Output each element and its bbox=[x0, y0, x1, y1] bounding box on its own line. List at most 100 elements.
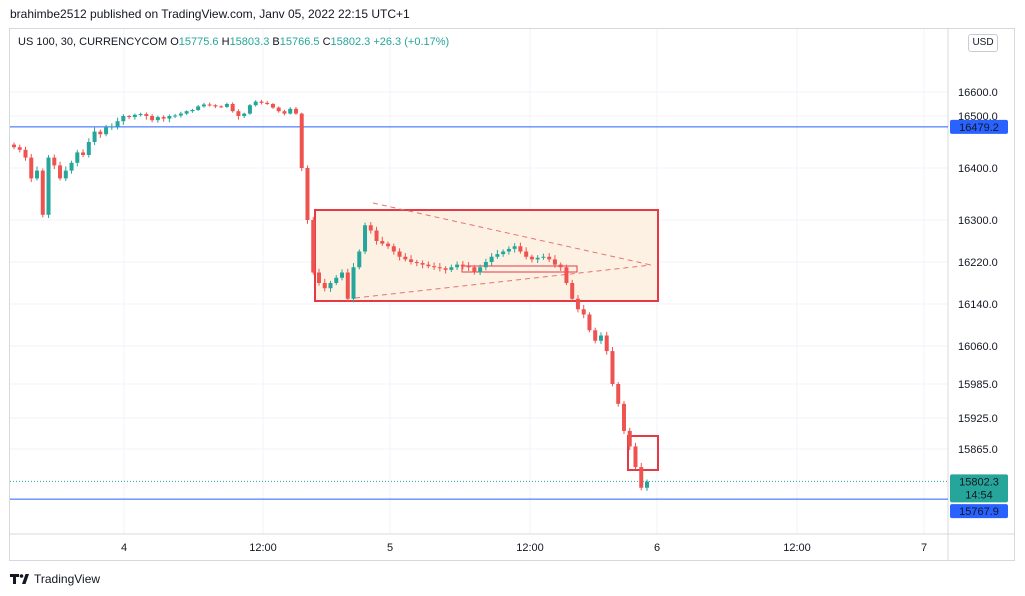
candle-body bbox=[621, 403, 626, 431]
candle-body bbox=[593, 330, 598, 341]
open-label: O bbox=[170, 36, 179, 48]
price-tick-label: 16600.0 bbox=[958, 87, 998, 99]
price-tick-label: 15925.0 bbox=[958, 413, 998, 425]
candle-body bbox=[52, 157, 57, 166]
candle-body bbox=[391, 246, 396, 252]
time-tick-label: 5 bbox=[387, 542, 393, 554]
candle-body bbox=[253, 101, 258, 106]
candle-body bbox=[127, 116, 132, 118]
candle-body bbox=[501, 251, 506, 255]
candle-body bbox=[409, 259, 414, 262]
candle-body bbox=[150, 116, 155, 121]
candle-body bbox=[645, 481, 649, 488]
time-tick-label: 7 bbox=[921, 542, 927, 554]
candle-body bbox=[345, 272, 350, 299]
time-tick-label: 12:00 bbox=[249, 542, 277, 554]
candle-body bbox=[420, 263, 425, 265]
candle-body bbox=[259, 101, 264, 103]
candle-body bbox=[483, 262, 488, 268]
top-bar: brahimbe2512 published on TradingView.co… bbox=[0, 0, 1025, 28]
level-price-label-bg bbox=[950, 504, 1008, 519]
candle-body bbox=[86, 142, 91, 155]
candle-body bbox=[552, 259, 557, 265]
candle-body bbox=[340, 272, 345, 278]
price-tick-label: 15985.0 bbox=[958, 379, 998, 391]
candle-body bbox=[29, 157, 34, 179]
close-value: 15802.3 bbox=[330, 36, 371, 48]
candle-body bbox=[426, 264, 431, 267]
candle-body bbox=[466, 266, 471, 268]
close-label: C bbox=[322, 36, 331, 48]
change-value: +26.3 (+0.17%) bbox=[373, 36, 450, 48]
footer-brand: TradingView bbox=[34, 572, 101, 586]
candle-body bbox=[288, 108, 293, 114]
candle-body bbox=[311, 220, 316, 273]
price-tick-label: 15865.0 bbox=[958, 444, 998, 456]
candle-body bbox=[495, 254, 500, 257]
target-box bbox=[627, 435, 659, 471]
candle-body bbox=[380, 241, 385, 244]
tradingview-logo-icon bbox=[10, 574, 29, 584]
currency-button[interactable]: USD bbox=[968, 34, 998, 52]
candle-body bbox=[190, 110, 195, 112]
candle-body bbox=[334, 277, 339, 283]
candle-body bbox=[363, 225, 368, 252]
time-tick-label: 4 bbox=[121, 542, 127, 554]
candle-body bbox=[196, 106, 201, 110]
level-price-label: 16479.2 bbox=[959, 122, 999, 134]
candle-body bbox=[230, 104, 235, 112]
symbol-legend: US 100, 30, CURRENCYCOM O15775.6 H15803.… bbox=[18, 36, 449, 48]
footer: TradingView bbox=[10, 571, 100, 587]
candle-body bbox=[121, 116, 126, 122]
level-price-label: 15767.9 bbox=[959, 506, 999, 518]
candle-body bbox=[633, 446, 638, 468]
candle-body bbox=[587, 314, 592, 331]
candle-body bbox=[75, 152, 80, 163]
price-tick-label: 16140.0 bbox=[958, 299, 998, 311]
candle-body bbox=[247, 105, 252, 114]
candle-body bbox=[282, 111, 287, 114]
candle-body bbox=[478, 267, 483, 273]
candle-body bbox=[443, 268, 448, 270]
candle-body bbox=[132, 114, 137, 118]
candle-body bbox=[35, 170, 40, 179]
inner-small-box bbox=[461, 265, 578, 273]
candle-body bbox=[610, 351, 615, 384]
candle-body bbox=[639, 467, 644, 488]
time-tick-label: 12:00 bbox=[783, 542, 811, 554]
candle-body bbox=[242, 113, 247, 116]
candle-body bbox=[604, 335, 609, 352]
symbol-name: US 100, 30, CURRENCYCOM bbox=[18, 36, 168, 48]
candle-body bbox=[529, 256, 534, 260]
price-tick-label: 16060.0 bbox=[958, 341, 998, 353]
price-tick-label: 16300.0 bbox=[958, 215, 998, 227]
candle-body bbox=[414, 262, 419, 264]
candle-body bbox=[167, 116, 172, 119]
candle-body bbox=[23, 149, 28, 158]
candle-body bbox=[299, 113, 304, 168]
candle-body bbox=[270, 104, 275, 108]
candle-body bbox=[98, 131, 103, 135]
candle-body bbox=[397, 251, 402, 257]
time-tick-label: 12:00 bbox=[516, 542, 544, 554]
last-price-label: 15802.3 bbox=[959, 476, 999, 488]
candle-body bbox=[575, 298, 580, 310]
candle-body bbox=[570, 283, 575, 299]
candle-body bbox=[564, 267, 569, 283]
candle-body bbox=[432, 266, 437, 268]
low-value: 15766.5 bbox=[279, 36, 320, 48]
high-value: 15803.3 bbox=[229, 36, 270, 48]
candle-body bbox=[437, 267, 442, 269]
low-label: B bbox=[272, 36, 280, 48]
level-price-label-bg bbox=[950, 119, 1008, 134]
candle-body bbox=[293, 108, 298, 114]
candle-body bbox=[161, 117, 166, 119]
candle-body bbox=[236, 111, 241, 116]
candle-body bbox=[616, 384, 621, 404]
candle-body bbox=[138, 114, 143, 116]
open-value: 15775.6 bbox=[178, 36, 219, 48]
candle-body bbox=[322, 283, 327, 289]
candle-body bbox=[219, 106, 224, 108]
candle-body bbox=[63, 170, 68, 179]
